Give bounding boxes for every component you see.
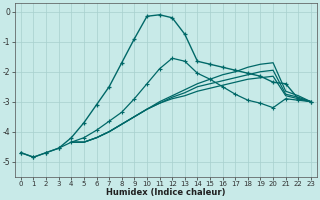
X-axis label: Humidex (Indice chaleur): Humidex (Indice chaleur) xyxy=(106,188,226,197)
